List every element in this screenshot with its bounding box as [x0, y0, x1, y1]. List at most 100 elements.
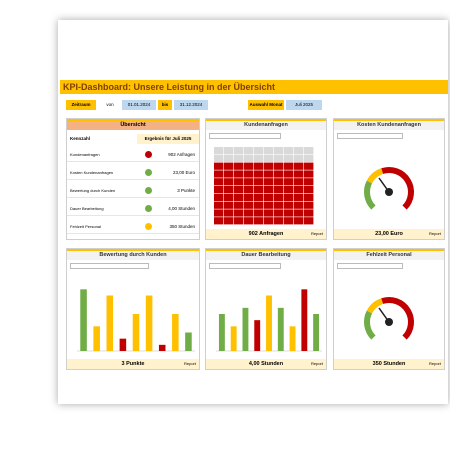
waffle-cell [294, 170, 304, 178]
kpi-result: 3 Punkte [177, 188, 195, 193]
kpi-result: 350 Stunden [169, 224, 195, 229]
waffle-cell [304, 193, 314, 201]
panel-title: Kosten Kundenanfragen [334, 119, 444, 130]
waffle-cell [214, 178, 224, 186]
waffle-cell [234, 178, 244, 186]
waffle-cell [214, 193, 224, 201]
waffle-cell [264, 147, 274, 155]
dropdown [209, 133, 281, 139]
waffle-cell [234, 217, 244, 225]
waffle-cell [254, 186, 264, 194]
waffle-cell [264, 170, 274, 178]
waffle-cell [214, 209, 224, 217]
waffle-cell [224, 178, 234, 186]
gauge-arc [366, 168, 384, 184]
report-label: Report [183, 361, 196, 366]
waffle-cell [234, 162, 244, 170]
bar [301, 289, 308, 351]
waffle-cell [224, 209, 234, 217]
waffle-cell [254, 209, 264, 217]
waffle-cell [264, 154, 274, 162]
bar [172, 314, 179, 351]
panel-result: 23,00 Euro [375, 231, 403, 237]
panel-title: Bewertung durch Kunden [67, 249, 199, 260]
column-header: Ergebnis für Juli 2025 [137, 134, 199, 144]
panel-graphic [364, 297, 414, 340]
to-date: 31.12.2024 [174, 100, 208, 110]
dropdown [209, 263, 281, 269]
overview-title: Übersicht [67, 119, 199, 130]
panel-graphic [77, 289, 195, 352]
waffle-cell [274, 201, 284, 209]
waffle-cell [224, 193, 234, 201]
waffle-cell [284, 178, 294, 186]
panel-graphic [364, 167, 414, 210]
waffle-cell [234, 186, 244, 194]
overview-row: Kosten Kundenanfragen 23,00 Euro [67, 165, 199, 180]
kpi-label: Kundenanfragen [70, 152, 100, 157]
waffle-cell [234, 147, 244, 155]
waffle-cell [244, 209, 254, 217]
gauge-arc [364, 310, 376, 340]
kpi-panel: Kosten Kundenanfragen 23,00 Euro Report [333, 118, 445, 240]
from-date: 01.01.2024 [122, 100, 156, 110]
waffle-cell [244, 193, 254, 201]
waffle-cell [294, 147, 304, 155]
panel-footer: 23,00 Euro Report [334, 229, 444, 239]
panel-title: Fehlzeit Personal [334, 249, 444, 260]
waffle-cell [254, 178, 264, 186]
panel-footer: 350 Stunden Report [334, 359, 444, 369]
period-label: Zeitraum [66, 100, 96, 110]
waffle-cell [244, 147, 254, 155]
waffle-cell [274, 217, 284, 225]
kpi-result: 23,00 Euro [172, 170, 195, 175]
panel-result: 902 Anfragen [248, 231, 284, 237]
waffle-cell [274, 178, 284, 186]
waffle-cell [304, 201, 314, 209]
waffle-cell [214, 217, 224, 225]
bar [289, 326, 296, 351]
month-label: Auswahl Monat [248, 100, 284, 110]
status-dot [145, 169, 152, 176]
waffle-cell [254, 147, 264, 155]
kpi-result: 902 Anfragen [168, 152, 195, 157]
waffle-cell [264, 209, 274, 217]
waffle-cell [304, 154, 314, 162]
kpi-panel: Fehlzeit Personal 350 Stunden Report [333, 248, 445, 370]
waffle-cell [274, 162, 284, 170]
kpi-label: Dauer Bearbeitung [70, 206, 104, 211]
waffle-cell [224, 201, 234, 209]
waffle-cell [264, 162, 274, 170]
panel-result: 3 Punkte [121, 361, 145, 367]
overview-panel: Übersicht Kennzahl Ergebnis für Juli 2025 K… [66, 118, 200, 240]
waffle-cell [274, 147, 284, 155]
overview-row: Fehlzeit Personal 350 Stunden [67, 219, 199, 234]
panel-graphic [216, 289, 322, 352]
bar [80, 289, 87, 351]
waffle-cell [284, 170, 294, 178]
bar [185, 332, 192, 351]
gauge-arc [364, 180, 376, 210]
kpi-label: Kosten Kundenanfragen [70, 170, 114, 175]
waffle-cell [284, 217, 294, 225]
waffle-cell [264, 201, 274, 209]
overview-row: Bewertung durch Kunden 3 Punkte [67, 183, 199, 198]
status-dot [145, 187, 152, 194]
waffle-cell [214, 154, 224, 162]
panel-footer: 3 Punkte Report [67, 359, 199, 369]
waffle-cell [294, 154, 304, 162]
panel-result: 350 Stunden [372, 361, 406, 367]
waffle-cell [244, 178, 254, 186]
waffle-cell [294, 217, 304, 225]
bar [230, 326, 237, 351]
dropdown [337, 263, 403, 269]
waffle-cell [274, 154, 284, 162]
waffle-cell [224, 147, 234, 155]
bar [158, 344, 166, 351]
waffle-cell [284, 162, 294, 170]
waffle-cell [294, 186, 304, 194]
waffle-cell [224, 186, 234, 194]
waffle-cell [284, 154, 294, 162]
waffle-cell [214, 170, 224, 178]
waffle-cell [304, 170, 314, 178]
